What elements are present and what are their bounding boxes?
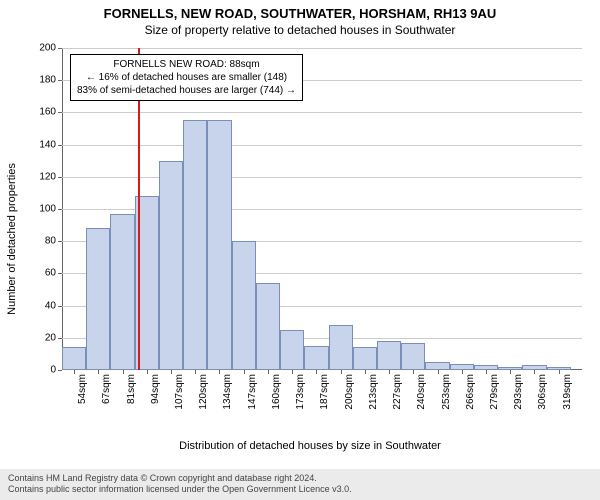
y-tick-mark	[58, 306, 62, 307]
y-tick-label: 120	[39, 171, 56, 182]
footer-line-1: Contains HM Land Registry data © Crown c…	[8, 473, 592, 485]
chart-area: Number of detached properties 0204060801…	[34, 48, 586, 418]
x-tick-label: 187sqm	[319, 374, 330, 410]
y-tick-mark	[58, 145, 62, 146]
x-tick-label: 81sqm	[126, 374, 137, 404]
x-tick-mark	[413, 370, 414, 374]
y-tick-mark	[58, 80, 62, 81]
y-tick-label: 20	[45, 332, 56, 343]
y-tick-label: 60	[45, 268, 56, 279]
annotation-line-3: 83% of semi-detached houses are larger (…	[77, 84, 296, 97]
y-tick-mark	[58, 338, 62, 339]
chart-title: FORNELLS, NEW ROAD, SOUTHWATER, HORSHAM,…	[0, 6, 600, 21]
x-tick-label: 120sqm	[198, 374, 209, 410]
y-tick-label: 100	[39, 204, 56, 215]
y-tick-mark	[58, 370, 62, 371]
histogram-bar	[86, 228, 110, 370]
histogram-bar	[329, 325, 353, 370]
x-tick-label: 173sqm	[295, 374, 306, 410]
x-tick-label: 200sqm	[344, 374, 355, 410]
histogram-bar	[377, 341, 401, 370]
x-tick-label: 227sqm	[392, 374, 403, 410]
y-tick-mark	[58, 273, 62, 274]
histogram-bar	[110, 214, 134, 370]
x-tick-mark	[389, 370, 390, 374]
x-tick-mark	[438, 370, 439, 374]
y-tick-label: 160	[39, 107, 56, 118]
y-tick-mark	[58, 241, 62, 242]
x-tick-label: 266sqm	[465, 374, 476, 410]
x-tick-mark	[98, 370, 99, 374]
x-tick-label: 94sqm	[150, 374, 161, 404]
x-tick-label: 253sqm	[441, 374, 452, 410]
x-axis-label: Distribution of detached houses by size …	[179, 440, 441, 452]
x-tick-label: 279sqm	[489, 374, 500, 410]
histogram-bar	[256, 283, 280, 370]
x-tick-label: 306sqm	[537, 374, 548, 410]
x-tick-mark	[341, 370, 342, 374]
histogram-bar	[353, 347, 377, 370]
x-tick-mark	[534, 370, 535, 374]
y-axis-label: Number of detached properties	[6, 163, 18, 315]
y-tick-label: 140	[39, 139, 56, 150]
annotation-line-1: FORNELLS NEW ROAD: 88sqm	[77, 58, 296, 71]
x-tick-label: 213sqm	[368, 374, 379, 410]
plot-region: 02040608010012014016018020054sqm67sqm81s…	[62, 48, 582, 370]
x-tick-label: 293sqm	[513, 374, 524, 410]
histogram-bar	[183, 120, 207, 370]
x-tick-mark	[195, 370, 196, 374]
x-tick-mark	[559, 370, 560, 374]
histogram-bar	[401, 343, 425, 370]
footer-line-2: Contains public sector information licen…	[8, 484, 592, 496]
y-tick-label: 0	[50, 365, 56, 376]
y-tick-mark	[58, 209, 62, 210]
y-tick-label: 40	[45, 300, 56, 311]
chart-subtitle: Size of property relative to detached ho…	[0, 23, 600, 37]
x-tick-mark	[510, 370, 511, 374]
y-tick-mark	[58, 48, 62, 49]
chart-header: FORNELLS, NEW ROAD, SOUTHWATER, HORSHAM,…	[0, 0, 600, 39]
y-tick-mark	[58, 177, 62, 178]
x-tick-mark	[462, 370, 463, 374]
x-tick-mark	[486, 370, 487, 374]
histogram-bar	[62, 347, 86, 370]
x-tick-label: 147sqm	[247, 374, 258, 410]
y-tick-label: 200	[39, 43, 56, 54]
x-tick-mark	[171, 370, 172, 374]
x-tick-mark	[123, 370, 124, 374]
histogram-bar	[425, 362, 449, 370]
annotation-line-2: ← 16% of detached houses are smaller (14…	[77, 71, 296, 84]
x-tick-mark	[74, 370, 75, 374]
y-tick-label: 180	[39, 75, 56, 86]
x-tick-mark	[219, 370, 220, 374]
histogram-bar	[232, 241, 256, 370]
x-tick-label: 160sqm	[271, 374, 282, 410]
x-tick-mark	[244, 370, 245, 374]
y-tick-mark	[58, 112, 62, 113]
x-tick-mark	[147, 370, 148, 374]
x-tick-label: 319sqm	[562, 374, 573, 410]
y-tick-label: 80	[45, 236, 56, 247]
x-tick-mark	[292, 370, 293, 374]
histogram-bar	[280, 330, 304, 370]
x-tick-mark	[268, 370, 269, 374]
x-tick-label: 107sqm	[174, 374, 185, 410]
histogram-bar	[159, 161, 183, 370]
x-tick-label: 54sqm	[77, 374, 88, 404]
x-tick-label: 240sqm	[416, 374, 427, 410]
x-tick-label: 67sqm	[101, 374, 112, 404]
annotation-box: FORNELLS NEW ROAD: 88sqm ← 16% of detach…	[70, 54, 303, 101]
attribution-footer: Contains HM Land Registry data © Crown c…	[0, 469, 600, 500]
x-tick-mark	[365, 370, 366, 374]
histogram-bar	[304, 346, 328, 370]
x-tick-label: 134sqm	[222, 374, 233, 410]
histogram-bar	[207, 120, 231, 370]
x-tick-mark	[316, 370, 317, 374]
